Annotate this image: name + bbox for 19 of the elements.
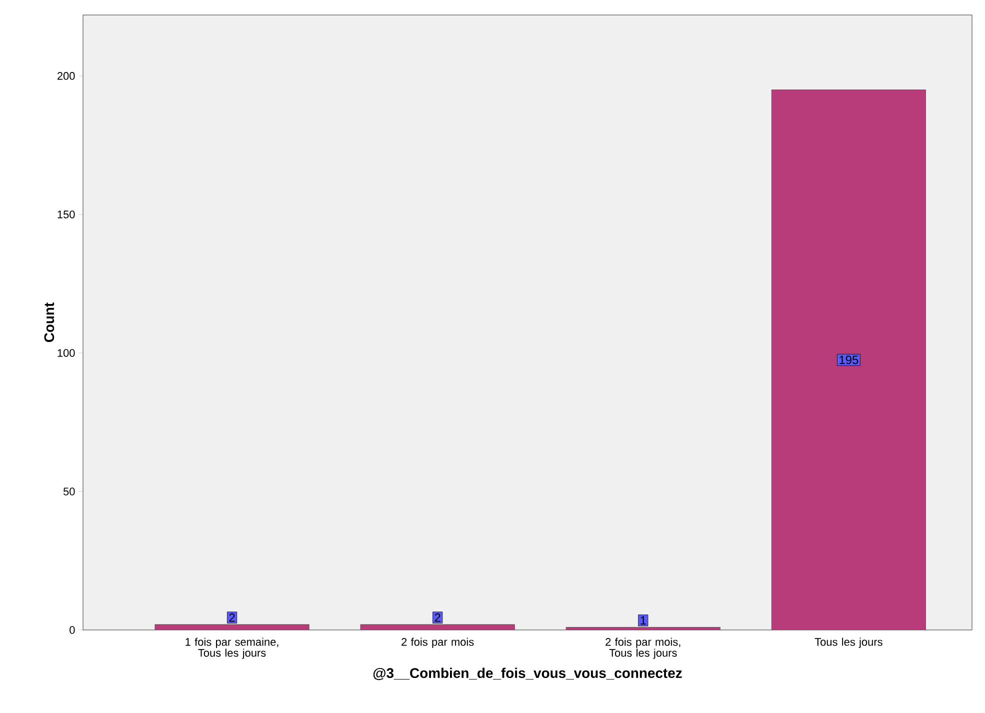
x-tick-label: 2 fois par mois xyxy=(402,638,474,648)
y-tick-label: 0 xyxy=(70,626,75,634)
y-axis-title: Count xyxy=(44,302,54,342)
bar xyxy=(360,624,515,630)
x-tick-label: Tous les jours xyxy=(814,638,882,648)
data-label: 2 xyxy=(229,613,235,622)
bar xyxy=(566,627,720,630)
data-label: 195 xyxy=(840,356,858,364)
x-tick-label: 2 fois par mois, Tous les jours xyxy=(606,638,680,659)
x-axis-title: @3__Combien_de_fois_vous_vous_connectez xyxy=(373,668,682,680)
y-tick-label: 200 xyxy=(58,72,75,80)
y-tick-label: 50 xyxy=(63,488,75,496)
bar xyxy=(771,90,926,630)
bar xyxy=(154,624,310,630)
y-tick-label: 100 xyxy=(58,349,75,357)
data-label: 2 xyxy=(434,613,440,622)
x-tick-label: 1 fois par semaine, Tous les jours xyxy=(186,638,278,659)
y-tick-label: 150 xyxy=(58,210,75,218)
data-label: 1 xyxy=(640,616,646,625)
